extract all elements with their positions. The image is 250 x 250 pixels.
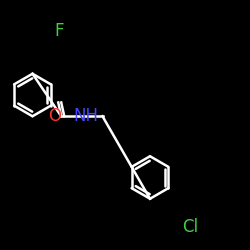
- Text: O: O: [48, 107, 62, 125]
- Text: Cl: Cl: [182, 218, 198, 236]
- Text: F: F: [54, 22, 64, 40]
- Text: NH: NH: [74, 107, 99, 125]
